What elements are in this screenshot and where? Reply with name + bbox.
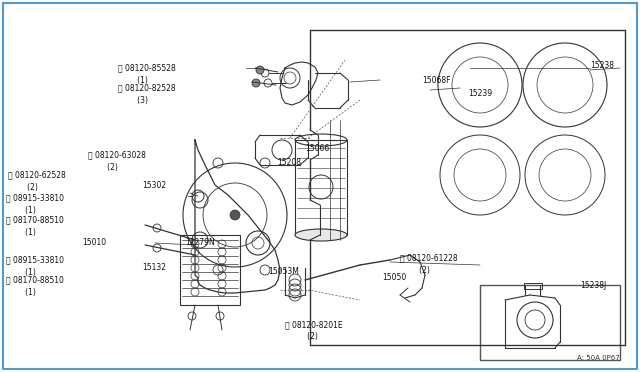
Bar <box>180 235 240 305</box>
Text: (2): (2) <box>412 266 430 275</box>
Text: 12279N: 12279N <box>185 237 215 247</box>
Text: 15238J: 15238J <box>580 280 606 289</box>
Text: (1): (1) <box>130 76 148 84</box>
Text: (2): (2) <box>20 183 38 192</box>
Text: 15050: 15050 <box>382 273 406 282</box>
Bar <box>295 140 347 235</box>
Bar <box>524 283 542 289</box>
Text: (2): (2) <box>300 333 318 341</box>
Circle shape <box>252 79 260 87</box>
Bar <box>480 285 620 360</box>
Text: Ⓑ 08170-88510: Ⓑ 08170-88510 <box>6 215 64 224</box>
Text: (2): (2) <box>100 163 118 171</box>
Text: Ⓑ 08120-62528: Ⓑ 08120-62528 <box>8 170 66 180</box>
Text: (3): (3) <box>130 96 148 105</box>
Text: 15068F: 15068F <box>422 76 451 84</box>
Text: Ⓑ 08120-85528: Ⓑ 08120-85528 <box>118 64 176 73</box>
Circle shape <box>256 66 264 74</box>
Text: 15132: 15132 <box>142 263 166 273</box>
Text: (1): (1) <box>18 288 36 296</box>
Circle shape <box>230 210 240 220</box>
Text: Ⓥ 08915-33810: Ⓥ 08915-33810 <box>6 256 64 264</box>
Text: 15053M: 15053M <box>268 267 299 276</box>
Text: 15239: 15239 <box>468 89 492 97</box>
Text: (1): (1) <box>18 205 36 215</box>
Text: Ⓑ 08120-82528: Ⓑ 08120-82528 <box>118 83 175 93</box>
Text: (1): (1) <box>18 267 36 276</box>
Text: Ⓑ 08170-88510: Ⓑ 08170-88510 <box>6 276 64 285</box>
Text: 15208: 15208 <box>277 157 301 167</box>
Text: Ⓑ 08120-8201E: Ⓑ 08120-8201E <box>285 321 342 330</box>
Text: 15302: 15302 <box>142 180 166 189</box>
Text: Ⓑ 08120-63028: Ⓑ 08120-63028 <box>88 151 146 160</box>
Text: 15066: 15066 <box>305 144 329 153</box>
Text: Ⓑ 08120-61228: Ⓑ 08120-61228 <box>400 253 458 263</box>
Ellipse shape <box>295 229 347 241</box>
Text: 15238: 15238 <box>590 61 614 70</box>
Text: (1): (1) <box>18 228 36 237</box>
Text: 15010: 15010 <box>82 237 106 247</box>
Text: A: 50A 0P67: A: 50A 0P67 <box>577 355 620 361</box>
Text: Ⓥ 08915-33810: Ⓥ 08915-33810 <box>6 193 64 202</box>
